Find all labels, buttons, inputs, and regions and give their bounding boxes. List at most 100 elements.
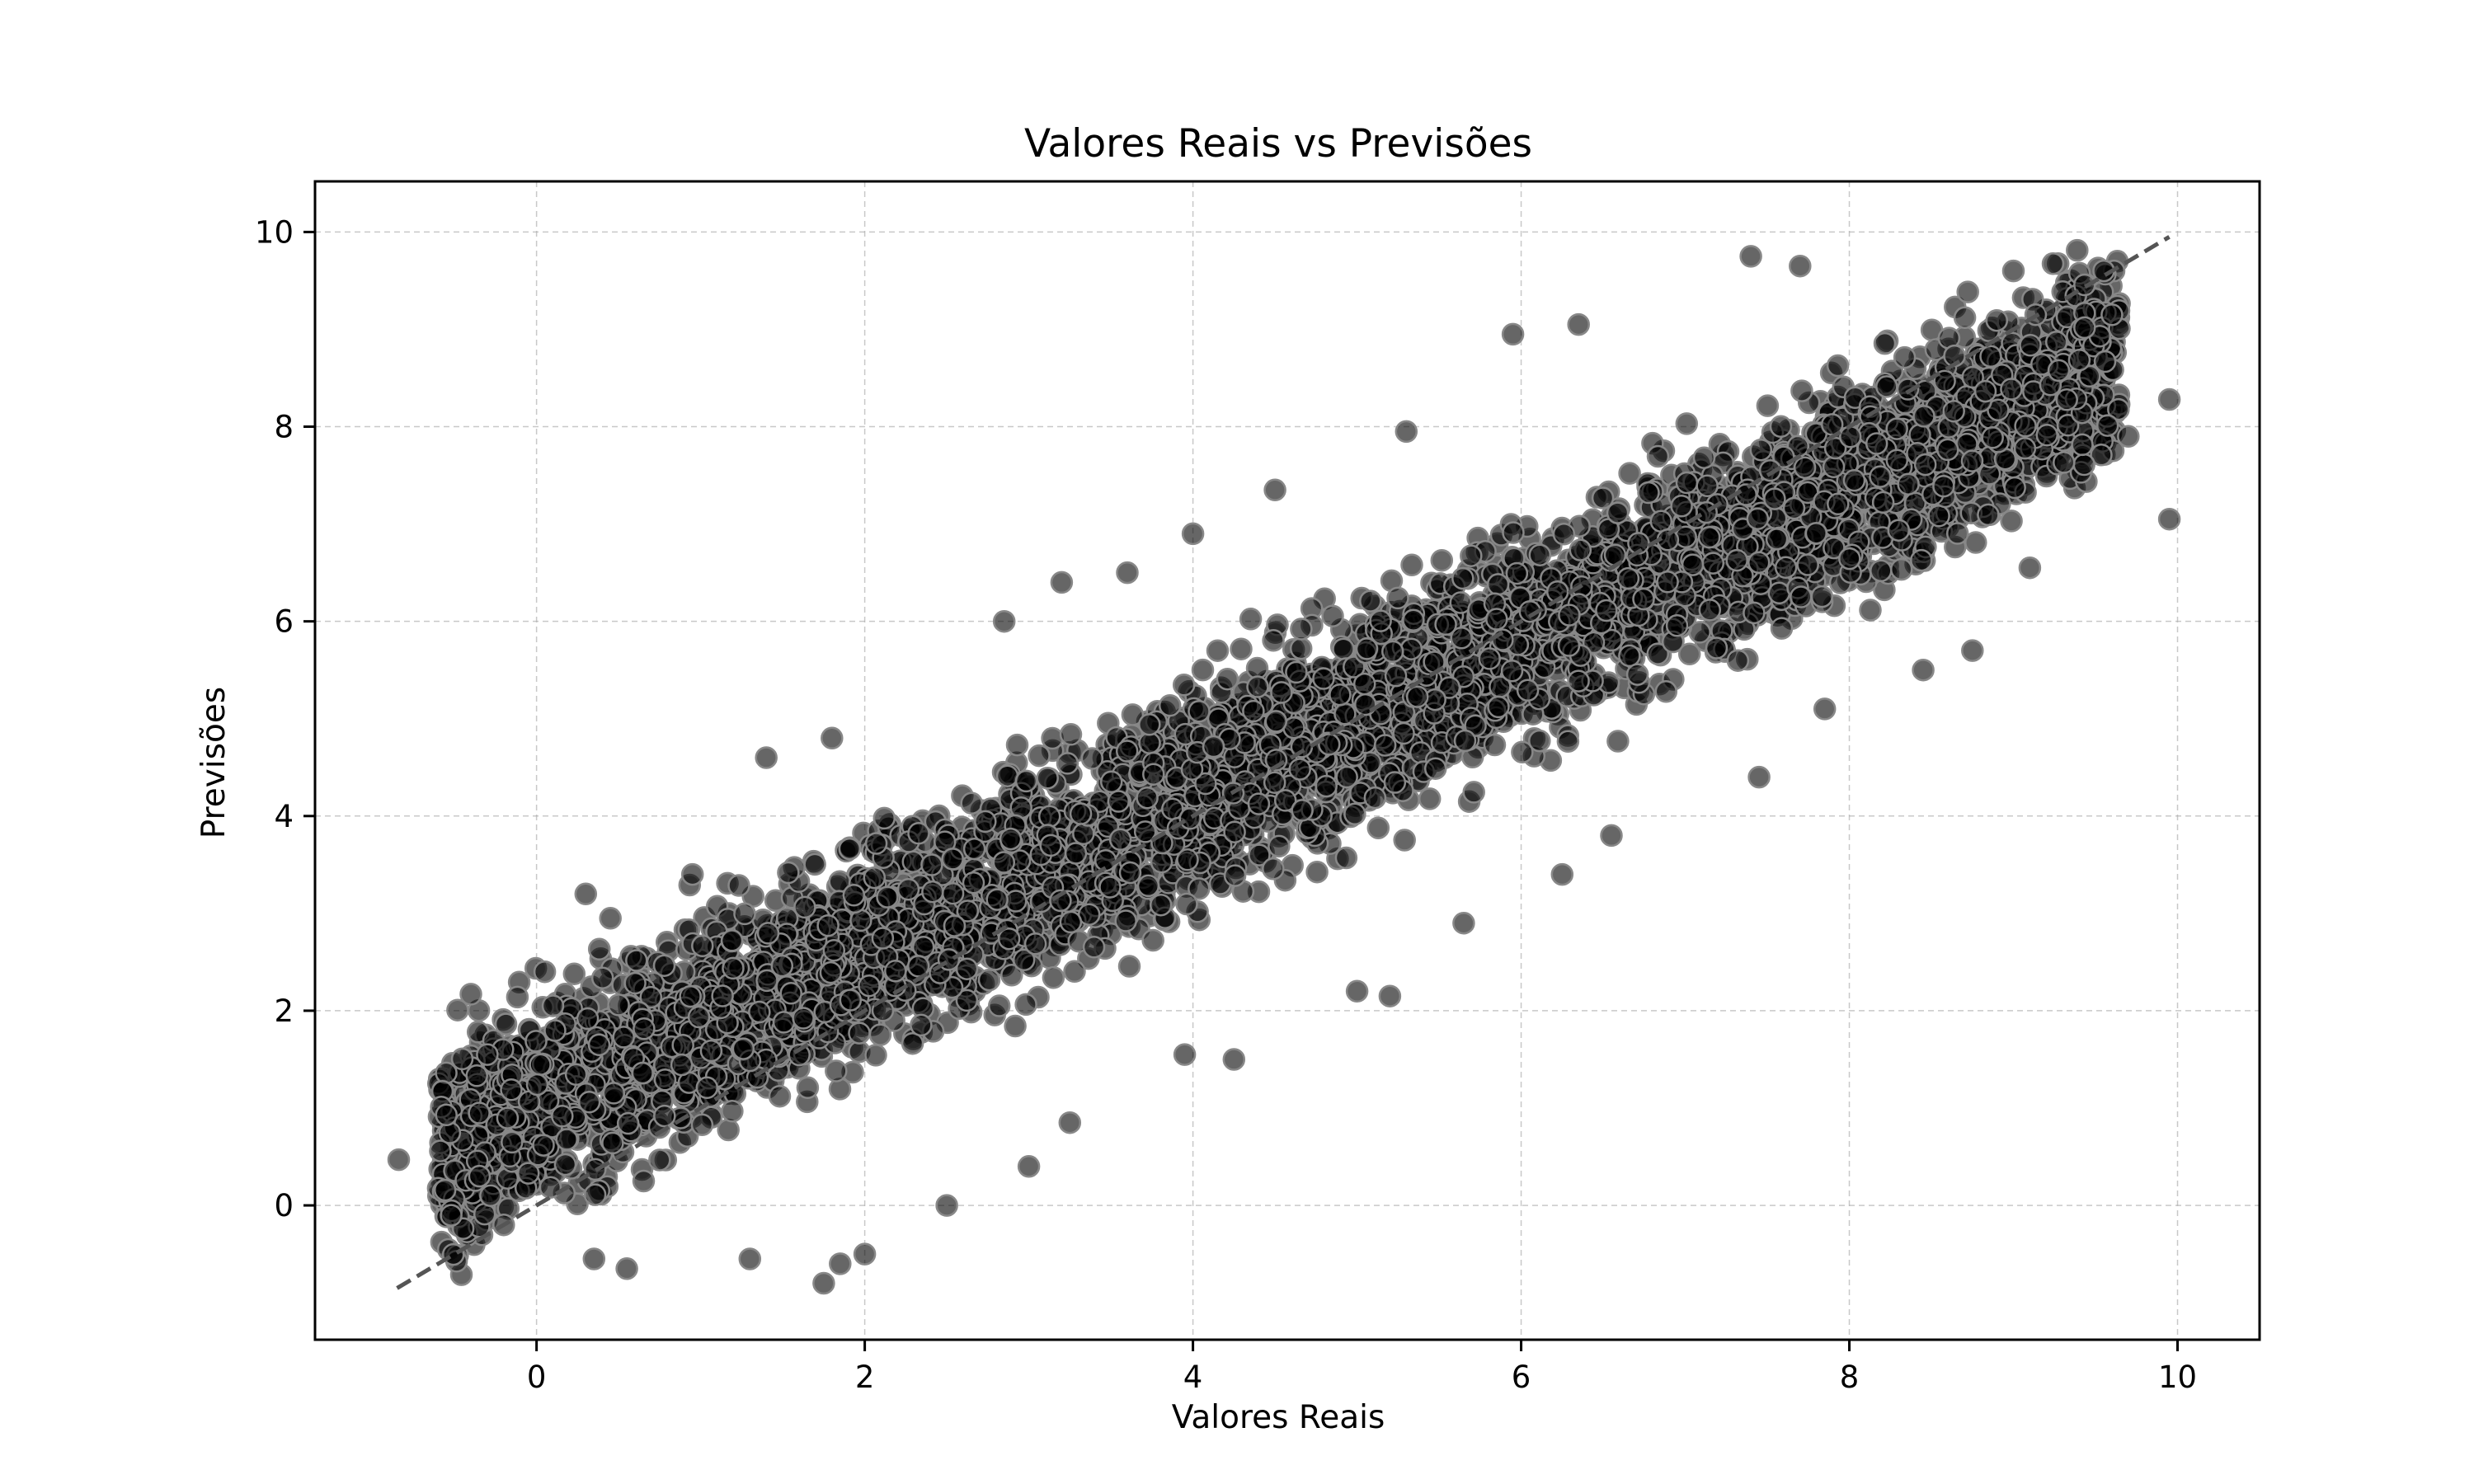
data-point (1359, 589, 1382, 613)
data-point (796, 1076, 820, 1100)
data-point (532, 1134, 555, 1157)
data-point (1386, 586, 1409, 610)
data-point (872, 806, 896, 830)
data-point (1782, 496, 1806, 520)
data-point (1288, 758, 1311, 781)
data-point (1618, 462, 1641, 485)
data-point (1363, 786, 1387, 810)
data-point (1290, 618, 1313, 641)
data-point (896, 878, 920, 901)
data-point (727, 874, 750, 897)
data-point (1556, 730, 1580, 754)
data-point (583, 1183, 607, 1206)
data-point (616, 1111, 640, 1135)
data-point (543, 1019, 567, 1042)
data-point (2000, 510, 2023, 533)
data-point (1595, 599, 1618, 622)
data-point (1430, 548, 1454, 572)
data-point (576, 1007, 600, 1031)
data-point (1873, 331, 1897, 355)
data-points (387, 238, 2181, 1295)
data-point (1726, 649, 1750, 672)
data-point (1315, 774, 1338, 798)
data-point (1268, 834, 1291, 858)
data-point (1822, 455, 1846, 479)
data-point (1206, 639, 1230, 662)
chart-title: Valores Reais vs Previsões (1024, 121, 1532, 167)
data-point (768, 1084, 792, 1108)
data-point (1985, 308, 2009, 332)
data-point (1910, 548, 1933, 572)
data-point (1114, 909, 1137, 932)
data-point (864, 1044, 887, 1067)
data-point (1945, 522, 1969, 545)
data-point (1826, 354, 1850, 378)
data-point (992, 851, 1016, 874)
data-point (690, 1113, 714, 1137)
data-point (1399, 637, 1423, 660)
data-point (1059, 723, 1083, 746)
data-point (1569, 538, 1592, 561)
data-point (941, 848, 964, 871)
data-point (1462, 781, 1485, 804)
data-point (876, 885, 899, 909)
data-point (1305, 860, 1329, 884)
data-point (1859, 599, 1882, 622)
data-point (777, 861, 800, 885)
data-point (1392, 721, 1415, 745)
data-point (1552, 523, 1576, 546)
data-point (1743, 601, 1766, 625)
data-point (1756, 394, 1780, 417)
data-point (1262, 629, 1285, 652)
data-point (1418, 787, 1442, 810)
data-point (1953, 306, 1977, 330)
data-point (1618, 644, 1641, 668)
data-point (1117, 955, 1141, 978)
data-point (1502, 521, 1525, 544)
data-point (1528, 729, 1551, 753)
data-point (1908, 423, 1931, 447)
data-point (1774, 556, 1798, 580)
data-point (2003, 476, 2026, 500)
data-point (450, 1047, 474, 1071)
data-point (468, 1164, 492, 1188)
data-point (587, 937, 611, 961)
data-point (1230, 637, 1253, 660)
data-point (721, 1100, 744, 1123)
data-point (1979, 345, 2002, 369)
data-point (607, 993, 630, 1017)
data-point (1927, 504, 1950, 528)
data-point (1765, 528, 1789, 551)
data-point (907, 822, 930, 845)
data-point (2035, 424, 2058, 447)
data-point (1606, 501, 1630, 524)
data-point (2072, 453, 2095, 477)
data-point (648, 1148, 671, 1172)
data-point (446, 998, 469, 1021)
data-point (1064, 842, 1088, 865)
data-point (1216, 667, 1239, 691)
data-point (848, 1021, 871, 1045)
data-point (1956, 280, 1979, 303)
data-point (1005, 733, 1029, 757)
data-point (625, 949, 648, 972)
data-point (868, 1023, 892, 1046)
data-point (1698, 599, 1722, 622)
data-point (1453, 729, 1477, 753)
data-point (1136, 874, 1160, 898)
data-point (1191, 658, 1215, 682)
data-point (1749, 438, 1773, 462)
data-point (1023, 932, 1047, 956)
data-point (733, 902, 756, 926)
data-point (555, 1128, 579, 1151)
data-point (1616, 566, 1640, 590)
data-point (1042, 966, 1065, 989)
data-point (1705, 636, 1729, 660)
data-point (1942, 399, 1965, 423)
data-point (1487, 695, 1510, 719)
data-point (819, 960, 843, 984)
data-point (1000, 964, 1023, 987)
data-point (612, 1026, 635, 1049)
data-point (1677, 642, 1701, 666)
data-point (1028, 744, 1051, 768)
